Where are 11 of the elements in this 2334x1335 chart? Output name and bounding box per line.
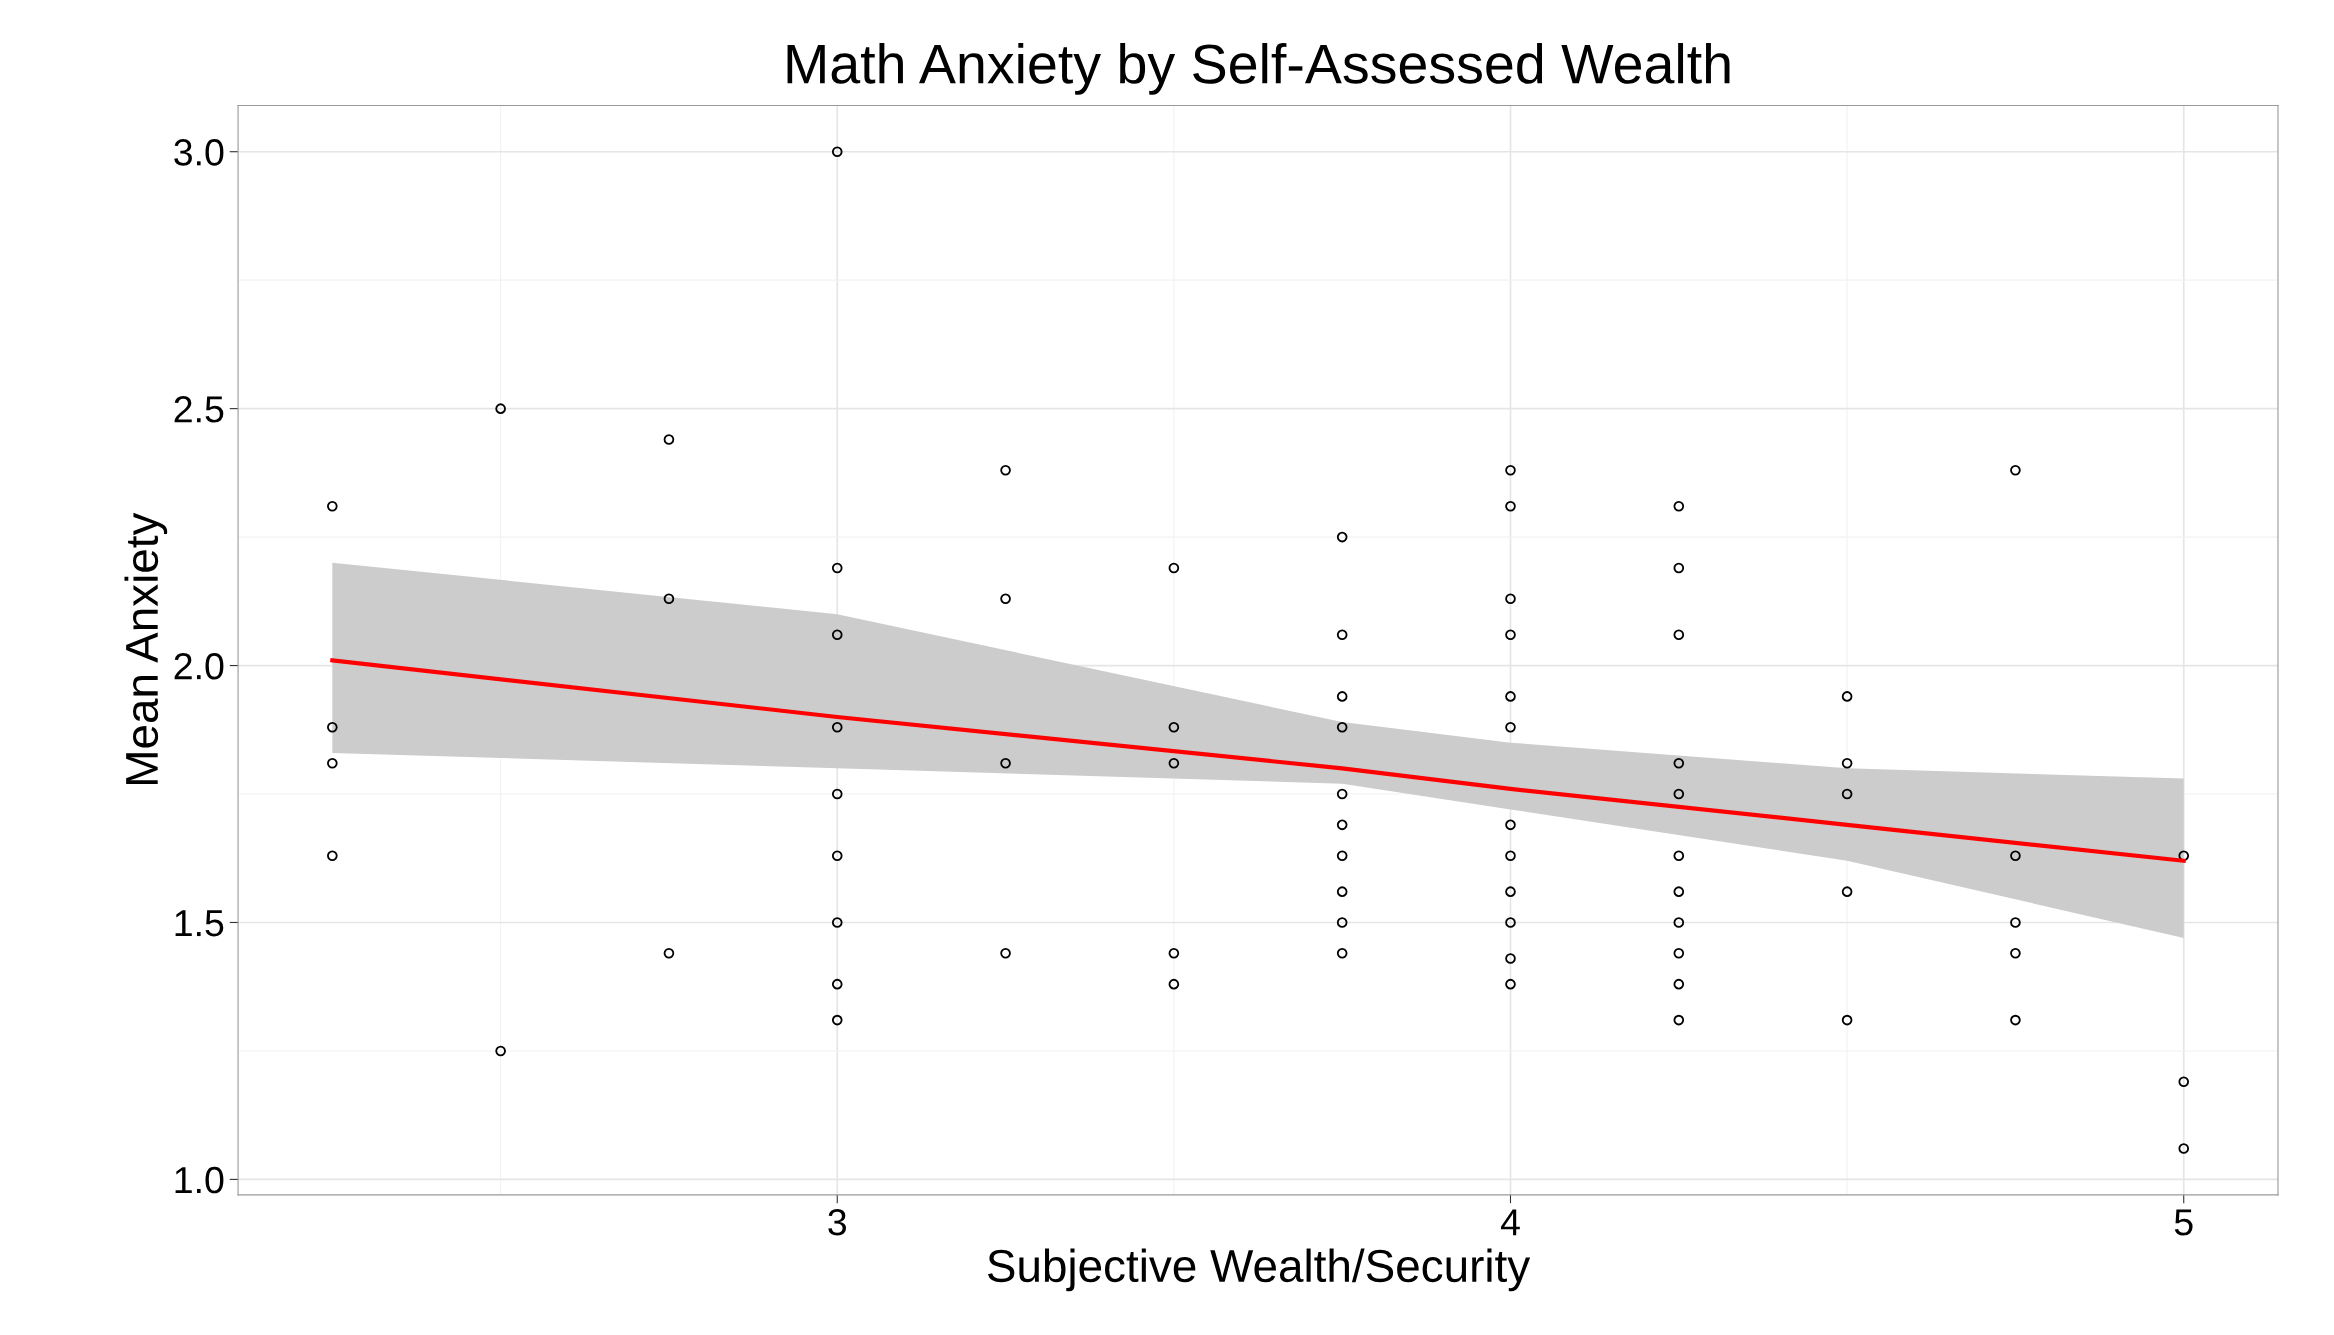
x-tick-label: 4: [1500, 1209, 1520, 1236]
x-axis-title: Subjective Wealth/Security: [987, 1248, 1531, 1292]
y-tick-label: 2.0: [174, 652, 224, 680]
y-axis-title: Mean Anxiety: [124, 512, 168, 784]
y-tick-label: 2.5: [174, 396, 224, 423]
y-tick-label: 3.0: [174, 139, 224, 166]
x-tick-label: 3: [828, 1209, 847, 1236]
chart-title: Math Anxiety by Self-Assessed Wealth: [787, 42, 1730, 95]
y-tick-label: 1.0: [175, 1166, 224, 1194]
x-tick-label: 5: [2174, 1209, 2193, 1236]
y-tick-label: 1.5: [175, 910, 224, 937]
